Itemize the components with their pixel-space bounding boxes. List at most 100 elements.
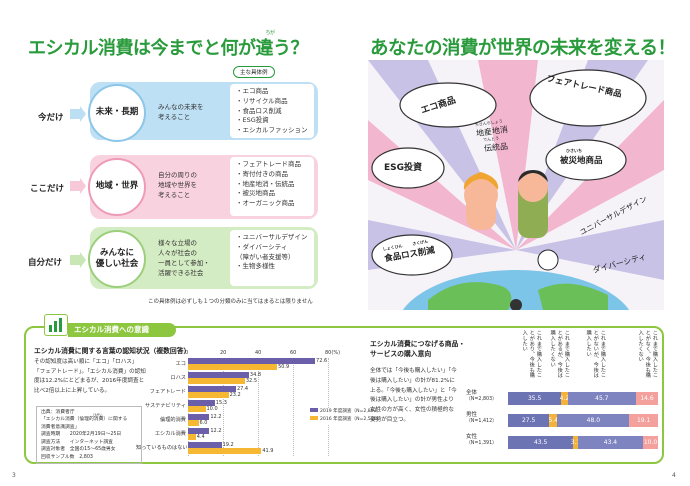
bar-2016 — [188, 406, 206, 412]
tick-label: 0 — [185, 350, 189, 356]
left-chart-title: エシカル消費に関する言葉の認知状況（複数回答） — [34, 347, 191, 355]
examples-header: 主な具体例 — [233, 66, 275, 78]
row-name: 全体 — [466, 390, 478, 396]
tick-label: 20 — [220, 350, 227, 356]
tick-label: 80(%) — [325, 350, 341, 356]
row-label-now: 今だけ — [38, 113, 64, 123]
circle-society: みんなに 優しい社会 — [88, 230, 146, 288]
row-label: 女性 （N=1,391） — [466, 434, 497, 447]
bar-value: 15.3 — [215, 400, 227, 406]
bar-value: 6.0 — [199, 420, 208, 426]
tick-label: 60 — [290, 350, 297, 356]
desc-world: 自分の周りの 地域や世界を 考えること — [158, 171, 197, 200]
items-world: ・フェアトレード商品 ・寄付付きの商品 ・地産地消・伝統品 ・被災地商品 ・オーガニック… — [230, 157, 314, 216]
stacked-segment: 14.6 — [636, 392, 658, 405]
row-n: （N=1,391） — [466, 441, 497, 447]
items-future: ・エコ商品 ・リサイクル商品 ・食品ロス削減 ・ESG投資 ・エシカルファッション — [230, 84, 314, 138]
bar-value: 10.0 — [206, 406, 218, 412]
category-label: エコ — [175, 361, 186, 367]
bar-value: 27.4 — [236, 386, 249, 392]
bar-value: 12.2 — [210, 428, 222, 434]
tick-label: 40 — [255, 350, 262, 356]
row-label: 全体 （N=2,803） — [466, 390, 497, 403]
category-label: エシカル消費 — [154, 431, 186, 437]
bar-2019 — [188, 442, 222, 448]
row-n: （N=1,412） — [466, 419, 497, 425]
category-label: 倫理的消費 — [160, 417, 186, 423]
stacked-segment: 3.1 — [571, 436, 580, 449]
circle-future: 未来・長期 — [88, 84, 146, 142]
column-header: これまで購入したことがあり、今後も購入したい — [521, 330, 542, 378]
chart-legend: 2019 年度調査（N=2,803） 2016 年度調査（N=2,500） — [310, 408, 382, 424]
left-chart-body: その認知度は高い順に「エコ」「ロハス」 「フェアトレード」。「エシカル消費」の認知… — [34, 359, 146, 394]
bar-value: 4.4 — [196, 434, 205, 440]
bar-value: 41.9 — [262, 448, 274, 454]
illustration: エコ商品 フェアトレード商品 地産地消 ちさんちしょう 伝統品 でんとう ESG投資… — [368, 60, 664, 310]
bar-2019 — [188, 428, 210, 434]
stacked-segment: 43.4 — [577, 436, 643, 449]
circle-world: 地域・世界 — [88, 158, 146, 216]
legend-label: 2016 年度調査（N=2,500） — [320, 416, 382, 422]
stacked-segment: 27.5 — [508, 414, 550, 427]
sign-disaster: 被災地商品 ひさいち — [560, 148, 603, 166]
bar-value: 12.2 — [210, 414, 222, 420]
bar-value: 23.2 — [229, 392, 241, 398]
category-label: ロハス — [170, 375, 186, 381]
legend-item: 2019 年度調査（N=2,803） — [310, 408, 381, 416]
bar-2019 — [188, 386, 236, 392]
bar-2016 — [188, 378, 245, 384]
right-chart-title: エシカル消費につなげる商品・ サービスの購入意向 — [370, 340, 466, 358]
legend-label: 2019 年度調査（N=2,803） — [320, 409, 382, 414]
right-chart-body: 全体では「今後も購入したい」「今 後は購入したい」の計が81.2%に 上る。「今後も… — [370, 368, 457, 423]
desc-future: みんなの未来を 考えること — [158, 103, 204, 122]
row-name: 女性 — [466, 434, 478, 440]
bar-2016 — [188, 434, 196, 440]
stacked-segment: 4.2 — [560, 392, 569, 405]
gridline — [223, 358, 224, 456]
bar-value: 19.2 — [222, 442, 234, 448]
row-name: 男性 — [466, 412, 478, 418]
items-society: ・ユニバーサルデザイン ・ダイバーシティ （障がい者支援等） ・生物多様性 — [230, 230, 314, 286]
page-number-left: 3 — [12, 472, 16, 479]
examples-note: この具体例は必ずしも１つの分類のみに当てはまるとは限りません — [148, 299, 313, 305]
column-header: これまで購入したことがあるが、今後は購入したくない — [549, 330, 570, 378]
left-chart-source: 出典：消費者庁 ひがい 「エシカル消費（倫理的消費）に関する 消費者意識調査」 調査… — [36, 406, 142, 464]
stacked-segment: 43.5 — [508, 436, 574, 449]
bar-2016 — [188, 364, 278, 370]
stacked-segment: 35.5 — [508, 392, 562, 405]
stacked-segment: 19.1 — [629, 414, 658, 427]
right-page-title: あなたの消費が世界の未来を変える！ — [370, 38, 676, 59]
stacked-segment: 5.4 — [549, 414, 558, 427]
purchase-intent-chart: これまで購入したことがあり、今後も購入したい これまで購入したことがあるが、今後は… — [466, 330, 662, 462]
category-label: サステナビリティ — [144, 403, 186, 409]
awareness-section-title: エシカル消費への意識 — [68, 323, 176, 337]
stacked-segment: 45.7 — [567, 392, 637, 405]
legend-item: 2016 年度調査（N=2,500） — [310, 415, 382, 424]
awareness-bar-chart: 0 20 40 60 80(%) エコ 72.6 50.9 ロハス 34.8 32.5 フェアトレー… — [136, 348, 382, 460]
column-header: これまで購入したことがないが、今後は購入したい — [585, 330, 606, 378]
bar-2019 — [188, 358, 316, 364]
legend-swatch — [310, 415, 318, 420]
arrow-icon — [70, 252, 86, 268]
row-label-here: ここだけ — [30, 184, 65, 194]
arrow-icon — [70, 178, 86, 194]
sign-esg: ESG投資 — [384, 163, 423, 173]
bar-2019 — [188, 414, 210, 420]
category-label: フェアトレード — [149, 389, 186, 395]
bar-2016 — [188, 420, 199, 426]
bar-2019 — [188, 400, 215, 406]
legend-swatch — [310, 408, 318, 412]
bar-value: 50.9 — [278, 364, 290, 370]
category-label: 知っているものはない — [136, 445, 188, 451]
column-header: これまで購入したことがなく、今後も購入したくない — [637, 330, 658, 378]
title-ruby: ちが — [265, 30, 276, 36]
left-page-title: エシカル消費は今までと何が ちが 違う？ — [28, 30, 308, 59]
chart-icon — [44, 314, 68, 336]
gridline — [328, 358, 329, 456]
bar-2016 — [188, 448, 262, 454]
row-label: 男性 （N=1,412） — [466, 412, 497, 425]
gridline — [258, 358, 259, 456]
arrow-icon — [70, 106, 86, 122]
bar-2019 — [188, 372, 249, 378]
stacked-segment: 10.0 — [643, 436, 658, 449]
